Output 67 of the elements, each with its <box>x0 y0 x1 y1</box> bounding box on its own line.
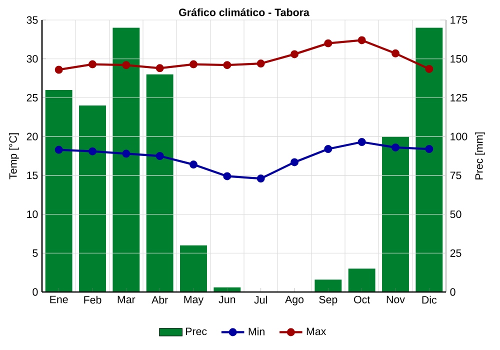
bar <box>45 90 72 292</box>
point <box>54 146 63 154</box>
bar <box>180 245 207 292</box>
y2-tick-label: 100 <box>450 132 468 140</box>
point <box>122 150 130 158</box>
point <box>88 60 97 68</box>
legend-label: Max <box>306 328 326 336</box>
y-tick-label: 0 <box>32 288 38 296</box>
point <box>425 145 434 154</box>
y2-tick-label: 50 <box>450 210 462 218</box>
point <box>156 152 164 160</box>
legend-label: Min <box>248 328 264 336</box>
point <box>122 61 130 70</box>
y2-tick-label: 25 <box>450 249 462 257</box>
point <box>190 160 198 169</box>
point <box>88 147 97 156</box>
y2-tick-label: 125 <box>450 94 468 102</box>
point <box>358 36 366 44</box>
point <box>392 143 400 152</box>
point <box>156 64 164 72</box>
point <box>290 50 299 58</box>
point <box>358 138 366 146</box>
y2-tick-label: 150 <box>450 55 468 63</box>
x-tick-label: Dic <box>422 296 437 304</box>
point <box>324 39 332 48</box>
bar <box>112 28 140 292</box>
y-tick-label: 15 <box>27 172 38 180</box>
bar <box>382 136 409 292</box>
x-tick-label: Nov <box>386 296 405 304</box>
x-tick-label: Oct <box>354 296 370 304</box>
y-axis-title: Temp [°C] <box>8 133 19 180</box>
legend-label: Prec <box>186 328 207 336</box>
x-tick-label: May <box>184 296 204 306</box>
x-tick-label: Abr <box>152 296 168 304</box>
y-tick-label: 35 <box>26 16 38 24</box>
x-tick-label: Ago <box>285 296 304 306</box>
x-tick-label: Mar <box>118 296 136 304</box>
point <box>256 174 265 183</box>
bar <box>314 280 342 292</box>
point <box>324 145 332 154</box>
y2-tick-label: 75 <box>450 172 462 180</box>
bar <box>416 28 443 292</box>
chart-title: Gráfico climático - Tabora <box>179 8 310 16</box>
y-tick-label: 25 <box>26 94 38 102</box>
point <box>223 172 232 180</box>
y2-axis-title: Prec [mm] <box>474 132 485 180</box>
point <box>425 64 434 73</box>
y-tick-label: 5 <box>32 249 38 257</box>
y-tick-label: 30 <box>26 55 38 63</box>
y2-tick-label: 0 <box>450 288 456 296</box>
y2-tick-label: 175 <box>450 16 468 24</box>
bar <box>79 105 106 292</box>
x-tick-label: Sep <box>319 296 338 306</box>
point <box>54 66 63 74</box>
y-tick-label: 10 <box>27 210 38 218</box>
x-tick-label: Jun <box>218 296 236 304</box>
point <box>190 60 198 68</box>
x-tick-label: Jul <box>254 296 267 304</box>
point <box>223 61 232 70</box>
y-tick-label: 20 <box>26 132 38 140</box>
point <box>256 60 265 68</box>
bar <box>348 268 376 292</box>
x-tick-label: Feb <box>84 296 102 304</box>
bar <box>146 74 174 292</box>
point <box>392 49 400 58</box>
x-tick-label: Ene <box>50 296 68 304</box>
point <box>290 158 299 166</box>
